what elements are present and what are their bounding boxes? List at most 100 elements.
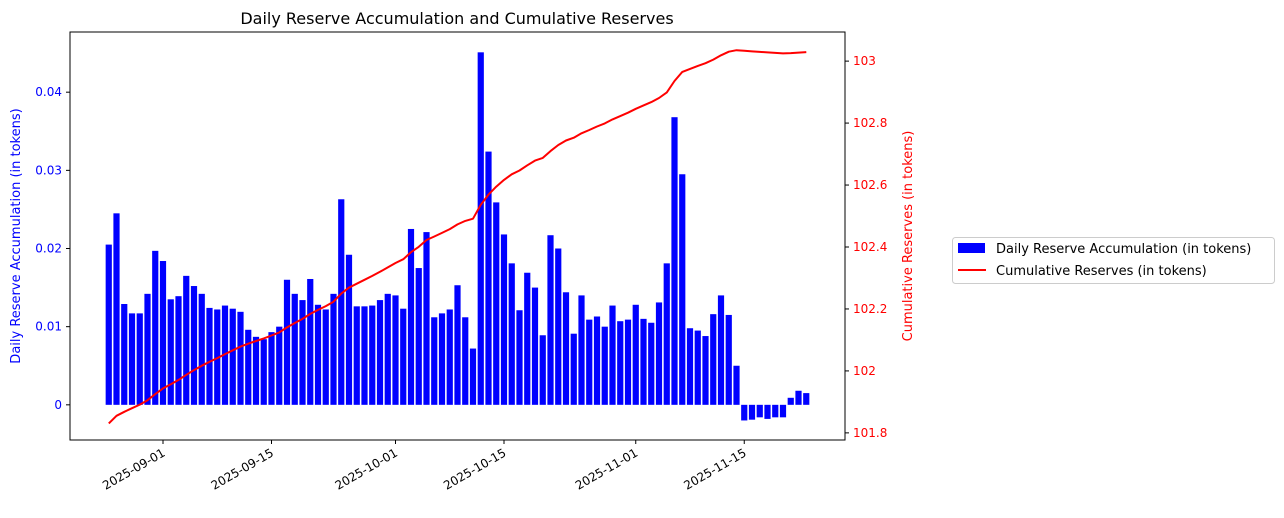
- left-y-tick-label: 0.01: [35, 320, 62, 334]
- x-axis: 2025-09-01 2025-09-15 2025-10-01 2025-10-15…: [100, 440, 749, 493]
- bar: [376, 300, 384, 405]
- bar: [562, 292, 570, 405]
- left-y-tick-label: 0.04: [35, 85, 62, 99]
- bar: [717, 295, 725, 405]
- bar: [167, 299, 174, 405]
- bar: [260, 339, 267, 405]
- bar: [748, 404, 756, 420]
- bar: [640, 318, 647, 405]
- bar: [547, 235, 554, 405]
- bar: [237, 311, 244, 405]
- bar: [617, 321, 624, 405]
- x-tick-label: 2025-10-15: [441, 446, 508, 493]
- bar: [438, 313, 446, 405]
- bar: [431, 317, 438, 405]
- bar: [446, 309, 453, 405]
- bar: [539, 335, 546, 405]
- bar: [113, 213, 120, 405]
- right-y-axis-label: Cumulative Reserves (in tokens): [901, 131, 916, 342]
- legend-bar-swatch: [958, 243, 985, 253]
- bar: [733, 365, 740, 405]
- left-y-axis-label: Daily Reserve Accumulation (in tokens): [9, 108, 24, 363]
- bar: [276, 326, 283, 405]
- bar: [121, 304, 128, 405]
- right-y-tick-label: 102.4: [853, 240, 887, 254]
- left-y-axis: 0 0.01 0.02 0.03 0.04: [35, 85, 70, 412]
- legend: Daily Reserve Accumulation (in tokens) C…: [952, 237, 1275, 284]
- bar: [586, 319, 593, 405]
- bar: [555, 248, 562, 405]
- bar: [454, 285, 461, 405]
- bar: [299, 300, 306, 405]
- right-y-tick-label: 103: [853, 54, 876, 68]
- bar: [175, 296, 182, 405]
- bar: [268, 332, 275, 405]
- x-tick-label: 2025-09-15: [209, 446, 276, 493]
- bar: [152, 250, 159, 405]
- bar: [624, 319, 632, 405]
- bar: [229, 308, 236, 405]
- bar: [252, 336, 260, 405]
- line-series: [108, 49, 807, 425]
- bar: [500, 234, 508, 405]
- bar: [593, 316, 601, 405]
- bar: [779, 404, 787, 418]
- bar: [345, 254, 353, 405]
- left-y-tick-label: 0: [54, 398, 62, 412]
- bar: [392, 295, 399, 405]
- bar: [686, 328, 694, 405]
- bar: [462, 317, 469, 405]
- bar: [516, 310, 523, 405]
- x-tick-label: 2025-09-01: [100, 446, 167, 493]
- bar: [384, 293, 391, 405]
- bar: [531, 287, 539, 405]
- bar: [756, 404, 763, 418]
- bar: [128, 313, 136, 405]
- bar: [183, 275, 190, 405]
- bar: [694, 330, 701, 405]
- bar: [353, 306, 360, 405]
- left-y-tick-label: 0.02: [35, 242, 62, 256]
- bar: [578, 295, 585, 405]
- bar: [136, 313, 143, 405]
- bar: [144, 293, 151, 405]
- bar: [803, 393, 810, 405]
- bar: [477, 52, 484, 405]
- bar: [524, 272, 531, 405]
- bar: [283, 279, 291, 405]
- left-y-tick-label: 0.03: [35, 163, 62, 177]
- bar: [655, 302, 663, 405]
- x-tick-label: 2025-10-01: [333, 446, 400, 493]
- bar: [702, 336, 709, 405]
- bar: [671, 117, 678, 405]
- cumulative-line: [108, 49, 807, 425]
- bar: [772, 404, 779, 418]
- bar: [710, 314, 717, 405]
- bar: [307, 278, 314, 405]
- bar: [400, 308, 407, 405]
- bar: [361, 306, 368, 405]
- bar: [322, 309, 329, 405]
- bar: [570, 333, 577, 405]
- bar: [245, 329, 252, 405]
- bar: [609, 305, 616, 405]
- bar: [198, 293, 205, 405]
- bar: [206, 307, 213, 405]
- right-y-tick-label: 102: [853, 364, 876, 378]
- x-tick-label: 2025-11-15: [681, 446, 748, 493]
- bar: [601, 326, 608, 405]
- plot-frame: [69, 31, 846, 441]
- bar: [741, 404, 748, 421]
- bar: [663, 263, 670, 405]
- bar: [764, 404, 771, 419]
- bar: [338, 199, 345, 405]
- legend-label-daily: Daily Reserve Accumulation (in tokens): [996, 242, 1251, 257]
- bar: [508, 263, 515, 405]
- right-y-tick-label: 102.8: [853, 116, 887, 130]
- bar: [291, 293, 298, 405]
- bar: [159, 261, 167, 405]
- bar: [795, 390, 802, 405]
- bar: [725, 314, 732, 405]
- right-y-tick-label: 101.8: [853, 426, 887, 440]
